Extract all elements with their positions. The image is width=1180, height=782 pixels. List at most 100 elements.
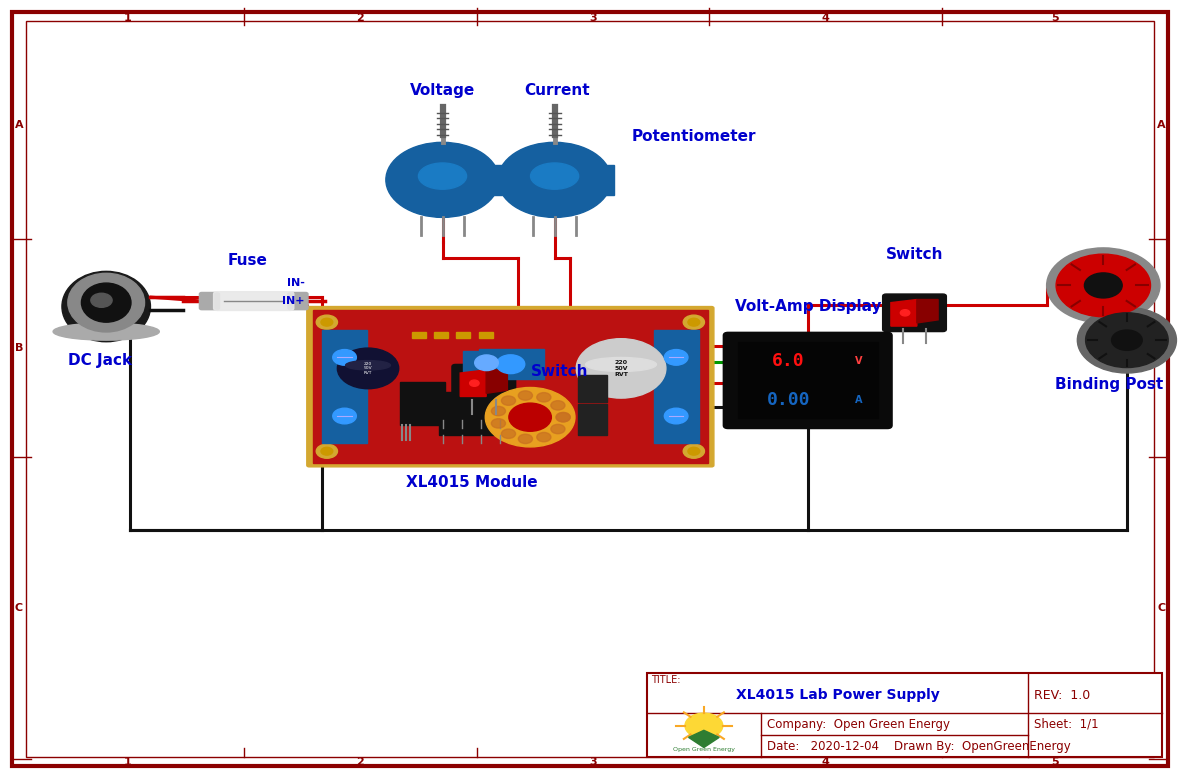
Text: Binding Post: Binding Post xyxy=(1055,377,1163,392)
Polygon shape xyxy=(891,300,917,326)
Polygon shape xyxy=(689,730,720,748)
Text: Switch: Switch xyxy=(531,364,589,379)
Text: A: A xyxy=(14,120,24,130)
Ellipse shape xyxy=(419,163,466,189)
Text: 3: 3 xyxy=(589,758,597,767)
Circle shape xyxy=(498,142,611,217)
Polygon shape xyxy=(460,370,486,396)
Text: REV:  1.0: REV: 1.0 xyxy=(1034,689,1090,701)
Text: 4: 4 xyxy=(821,13,830,23)
FancyBboxPatch shape xyxy=(199,292,219,310)
Text: IN+: IN+ xyxy=(282,296,304,306)
Text: XL4015 Lab Power Supply: XL4015 Lab Power Supply xyxy=(735,688,939,702)
Bar xyxy=(479,350,544,379)
Text: Potentiometer: Potentiometer xyxy=(631,129,756,145)
Circle shape xyxy=(686,713,723,738)
Text: C: C xyxy=(15,603,22,613)
Circle shape xyxy=(491,418,505,428)
Polygon shape xyxy=(486,370,507,393)
Text: 2: 2 xyxy=(356,758,365,767)
Text: Open Green Energy: Open Green Energy xyxy=(673,747,735,752)
Bar xyxy=(577,375,607,402)
Circle shape xyxy=(664,408,688,424)
Polygon shape xyxy=(917,300,938,323)
FancyBboxPatch shape xyxy=(214,292,294,310)
Bar xyxy=(313,310,708,463)
Circle shape xyxy=(91,293,112,307)
Text: 220
50V
RVT: 220 50V RVT xyxy=(614,360,628,377)
Bar xyxy=(595,165,614,195)
Circle shape xyxy=(664,350,688,365)
Circle shape xyxy=(688,318,700,326)
Ellipse shape xyxy=(346,361,391,370)
Bar xyxy=(439,393,527,436)
Circle shape xyxy=(551,400,565,410)
Text: 2: 2 xyxy=(356,13,365,23)
Text: DC Jack: DC Jack xyxy=(68,353,132,368)
Circle shape xyxy=(502,396,516,405)
Ellipse shape xyxy=(53,323,159,340)
Circle shape xyxy=(509,404,551,432)
Circle shape xyxy=(1112,330,1142,350)
Text: 5: 5 xyxy=(1051,13,1058,23)
Circle shape xyxy=(551,425,565,434)
Bar xyxy=(322,330,367,443)
Text: 3: 3 xyxy=(589,13,597,23)
Circle shape xyxy=(518,391,532,400)
Bar xyxy=(400,382,445,425)
Text: A: A xyxy=(1156,120,1166,130)
Ellipse shape xyxy=(61,271,150,342)
Text: Voltage: Voltage xyxy=(409,83,476,98)
FancyBboxPatch shape xyxy=(883,294,946,332)
Text: Company:  Open Green Energy: Company: Open Green Energy xyxy=(767,718,950,730)
Text: 4: 4 xyxy=(821,758,830,767)
Text: 1: 1 xyxy=(124,13,132,23)
Circle shape xyxy=(470,380,479,386)
Circle shape xyxy=(333,408,356,424)
Text: 1: 1 xyxy=(124,758,132,767)
Circle shape xyxy=(576,339,666,398)
Circle shape xyxy=(1077,307,1176,373)
Circle shape xyxy=(485,387,575,447)
Text: C: C xyxy=(1158,603,1165,613)
Ellipse shape xyxy=(81,283,131,322)
Circle shape xyxy=(688,447,700,455)
Ellipse shape xyxy=(67,274,145,332)
Text: TITLE:: TITLE: xyxy=(651,675,681,685)
Circle shape xyxy=(1047,248,1160,323)
Text: IN-: IN- xyxy=(287,278,304,288)
Text: A: A xyxy=(856,395,863,405)
Bar xyxy=(654,330,699,443)
Bar xyxy=(647,673,1162,757)
Circle shape xyxy=(518,434,532,443)
Circle shape xyxy=(1086,313,1168,368)
Text: 5: 5 xyxy=(1051,758,1058,767)
Text: 0.00: 0.00 xyxy=(767,391,811,409)
FancyBboxPatch shape xyxy=(288,292,308,310)
Bar xyxy=(577,404,607,436)
Circle shape xyxy=(474,355,498,371)
Circle shape xyxy=(900,310,910,316)
Circle shape xyxy=(337,348,399,389)
Text: Sheet:  1/1: Sheet: 1/1 xyxy=(1034,718,1099,730)
Text: Date:   2020-12-04    Drawn By:  OpenGreenEnergy: Date: 2020-12-04 Drawn By: OpenGreenEner… xyxy=(767,741,1070,753)
Circle shape xyxy=(316,315,337,329)
FancyBboxPatch shape xyxy=(723,332,892,429)
Bar xyxy=(463,351,510,375)
Circle shape xyxy=(333,350,356,365)
Circle shape xyxy=(502,429,516,439)
FancyBboxPatch shape xyxy=(307,307,714,467)
Bar xyxy=(457,332,471,338)
Circle shape xyxy=(497,355,525,374)
Circle shape xyxy=(537,432,551,442)
Circle shape xyxy=(316,444,337,458)
Circle shape xyxy=(683,444,704,458)
Text: 6.0: 6.0 xyxy=(772,352,805,370)
Bar xyxy=(483,165,501,195)
Text: B: B xyxy=(14,343,24,353)
Text: Current: Current xyxy=(524,83,590,98)
Text: V: V xyxy=(856,356,863,366)
Text: Volt-Amp Display: Volt-Amp Display xyxy=(735,300,881,314)
Circle shape xyxy=(1084,273,1122,298)
Bar xyxy=(738,342,878,418)
